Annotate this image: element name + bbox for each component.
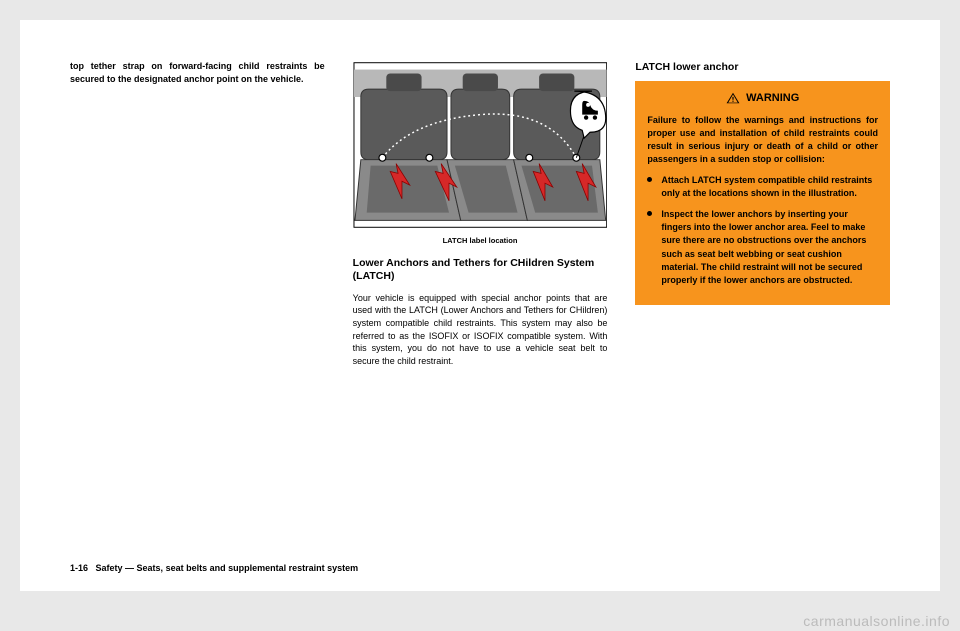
warning-intro: Failure to follow the warnings and instr… bbox=[647, 114, 878, 166]
watermark: carmanualsonline.info bbox=[803, 613, 950, 629]
page-number: 1-16 bbox=[70, 563, 88, 573]
col1-text: top tether strap on forward-facing child… bbox=[70, 60, 325, 85]
section-name: Safety — Seats, seat belts and supplemen… bbox=[96, 563, 359, 573]
column-2: LATCH label location Lower Anchors and T… bbox=[353, 60, 608, 367]
col2-title: Lower Anchors and Tethers for CHildren S… bbox=[353, 257, 608, 284]
warning-header: WARNING bbox=[647, 91, 878, 106]
col3-title: LATCH lower anchor bbox=[635, 60, 890, 75]
manual-page: top tether strap on forward-facing child… bbox=[20, 20, 940, 591]
warning-bullet: Attach LATCH system compatible child res… bbox=[647, 174, 878, 200]
warning-box: WARNING Failure to follow the warnings a… bbox=[635, 81, 890, 305]
figure-caption: LATCH label location bbox=[353, 236, 608, 247]
page-footer: 1-16 Safety — Seats, seat belts and supp… bbox=[70, 563, 358, 573]
warning-bullet: Inspect the lower anchors by inserting y… bbox=[647, 208, 878, 286]
column-3: LATCH lower anchor WARNING Failure to fo… bbox=[635, 60, 890, 367]
column-layout: top tether strap on forward-facing child… bbox=[70, 60, 890, 367]
latch-figure bbox=[353, 60, 608, 230]
col2-body: Your vehicle is equipped with special an… bbox=[353, 292, 608, 368]
warning-label: WARNING bbox=[746, 91, 799, 106]
warning-icon bbox=[726, 92, 740, 104]
seat-illustration bbox=[353, 60, 608, 230]
warning-bullets: Attach LATCH system compatible child res… bbox=[647, 174, 878, 286]
column-1: top tether strap on forward-facing child… bbox=[70, 60, 325, 367]
